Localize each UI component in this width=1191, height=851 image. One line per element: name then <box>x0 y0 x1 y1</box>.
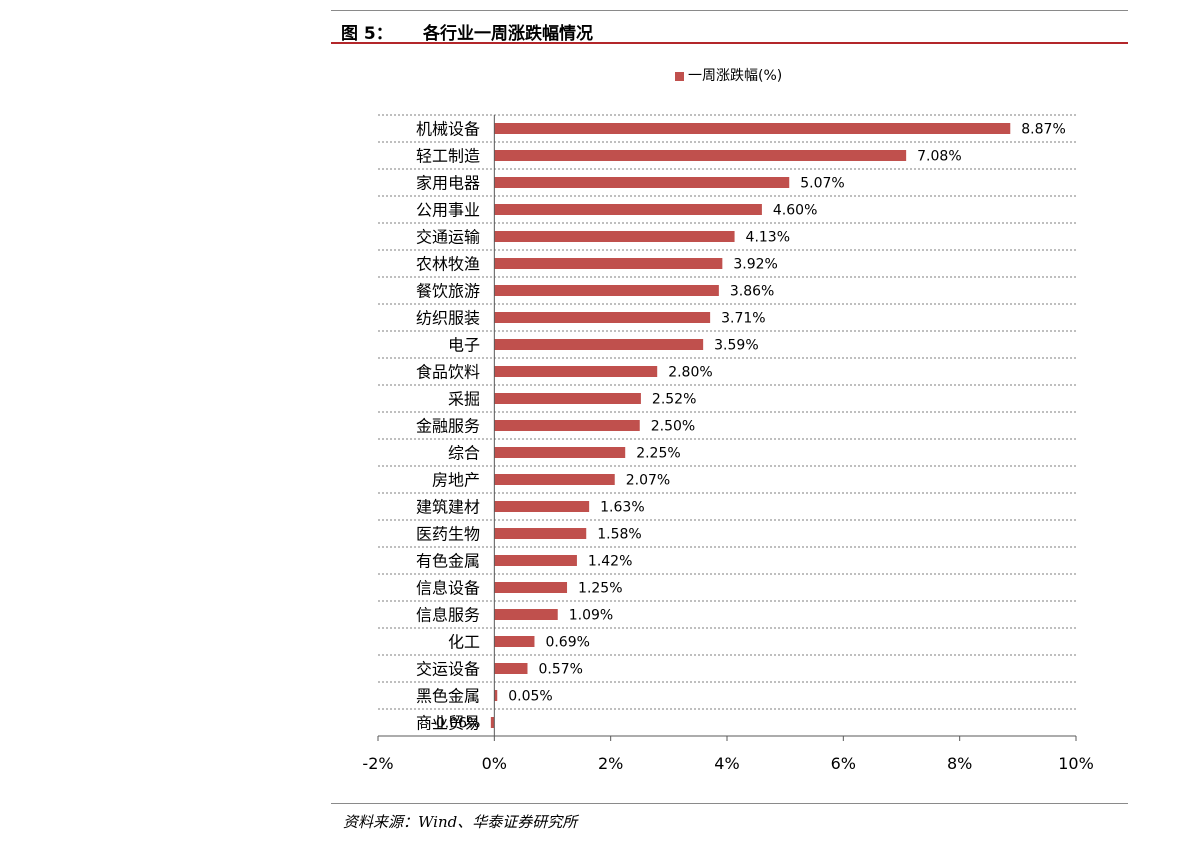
category-label: 交通运输 <box>416 228 480 247</box>
category-label: 黑色金属 <box>416 687 480 706</box>
legend-label: 一周涨跌幅(%) <box>688 68 782 84</box>
x-tick-label: 0% <box>482 754 507 773</box>
category-label: 信息服务 <box>416 606 480 625</box>
value-label: 7.08% <box>917 149 961 165</box>
bar <box>494 339 704 350</box>
category-label: 餐饮旅游 <box>416 282 480 301</box>
category-label: 综合 <box>448 444 480 463</box>
legend-swatch <box>675 72 684 81</box>
value-label: 2.80% <box>668 365 712 381</box>
bar <box>494 204 762 215</box>
category-label: 商业贸易 <box>416 714 480 733</box>
value-label: 2.50% <box>651 419 695 435</box>
bar <box>494 609 558 620</box>
category-label: 公用事业 <box>416 201 480 220</box>
figure-number: 图 5： <box>341 24 393 44</box>
bar <box>494 258 723 269</box>
category-label: 房地产 <box>432 471 480 490</box>
bar <box>494 501 590 512</box>
category-label: 农林牧渔 <box>416 255 480 274</box>
bar <box>494 636 535 647</box>
x-tick-label: 4% <box>714 754 739 773</box>
value-label: 1.25% <box>578 581 622 597</box>
value-label: 1.42% <box>588 554 632 570</box>
bar <box>494 366 658 377</box>
x-tick-label: -2% <box>362 754 393 773</box>
x-tick-label: 10% <box>1058 754 1094 773</box>
value-label: 1.58% <box>597 527 641 543</box>
bar <box>494 555 577 566</box>
value-label: 2.07% <box>626 473 670 489</box>
figure-header: 图 5： 各行业一周涨跌幅情况 <box>331 14 1128 44</box>
source-note: 资料来源：Wind、华泰证券研究所 <box>343 813 578 831</box>
category-label: 化工 <box>448 633 480 652</box>
bar <box>494 474 615 485</box>
category-label: 医药生物 <box>416 525 480 544</box>
value-label: 3.59% <box>714 338 758 354</box>
bar <box>494 663 528 674</box>
x-tick-label: 6% <box>831 754 856 773</box>
value-label: 2.52% <box>652 392 696 408</box>
category-label: 信息设备 <box>416 579 480 598</box>
value-label: 2.25% <box>636 446 680 462</box>
category-label: 轻工制造 <box>416 147 480 166</box>
value-label: 4.60% <box>773 203 817 219</box>
bar <box>494 582 568 593</box>
value-label: 4.13% <box>746 230 790 246</box>
category-label: 纺织服装 <box>416 309 480 328</box>
value-label: 0.57% <box>538 662 582 678</box>
value-label: 5.07% <box>800 176 844 192</box>
category-label: 食品饮料 <box>416 363 480 382</box>
value-label: 8.87% <box>1021 122 1065 138</box>
category-label: 家用电器 <box>416 174 480 193</box>
figure-title: 各行业一周涨跌幅情况 <box>423 24 593 44</box>
bar <box>494 420 640 431</box>
bar <box>494 123 1011 134</box>
category-label: 采掘 <box>448 390 480 409</box>
bar <box>494 447 626 458</box>
bar <box>494 150 907 161</box>
bar <box>494 690 498 701</box>
value-label: 1.63% <box>600 500 644 516</box>
bar <box>494 528 587 539</box>
value-label: -0.06% <box>431 716 481 732</box>
category-label: 机械设备 <box>416 120 480 139</box>
bar <box>494 312 711 323</box>
category-label: 有色金属 <box>416 552 480 571</box>
x-tick-label: 8% <box>947 754 972 773</box>
category-label: 电子 <box>448 336 480 355</box>
top-rule <box>331 10 1128 11</box>
bar <box>490 717 495 728</box>
category-label: 交运设备 <box>416 660 480 679</box>
value-label: 3.92% <box>733 257 777 273</box>
category-label: 建筑建材 <box>416 498 480 517</box>
category-label: 金融服务 <box>416 417 480 436</box>
value-label: 0.05% <box>508 689 552 705</box>
bottom-rule <box>331 803 1128 804</box>
bar <box>494 177 790 188</box>
bar <box>494 231 735 242</box>
bar <box>494 285 719 296</box>
value-label: 3.71% <box>721 311 765 327</box>
value-label: 1.09% <box>569 608 613 624</box>
value-label: 3.86% <box>730 284 774 300</box>
bar <box>494 393 641 404</box>
x-tick-label: 2% <box>598 754 623 773</box>
value-label: 0.69% <box>545 635 589 651</box>
